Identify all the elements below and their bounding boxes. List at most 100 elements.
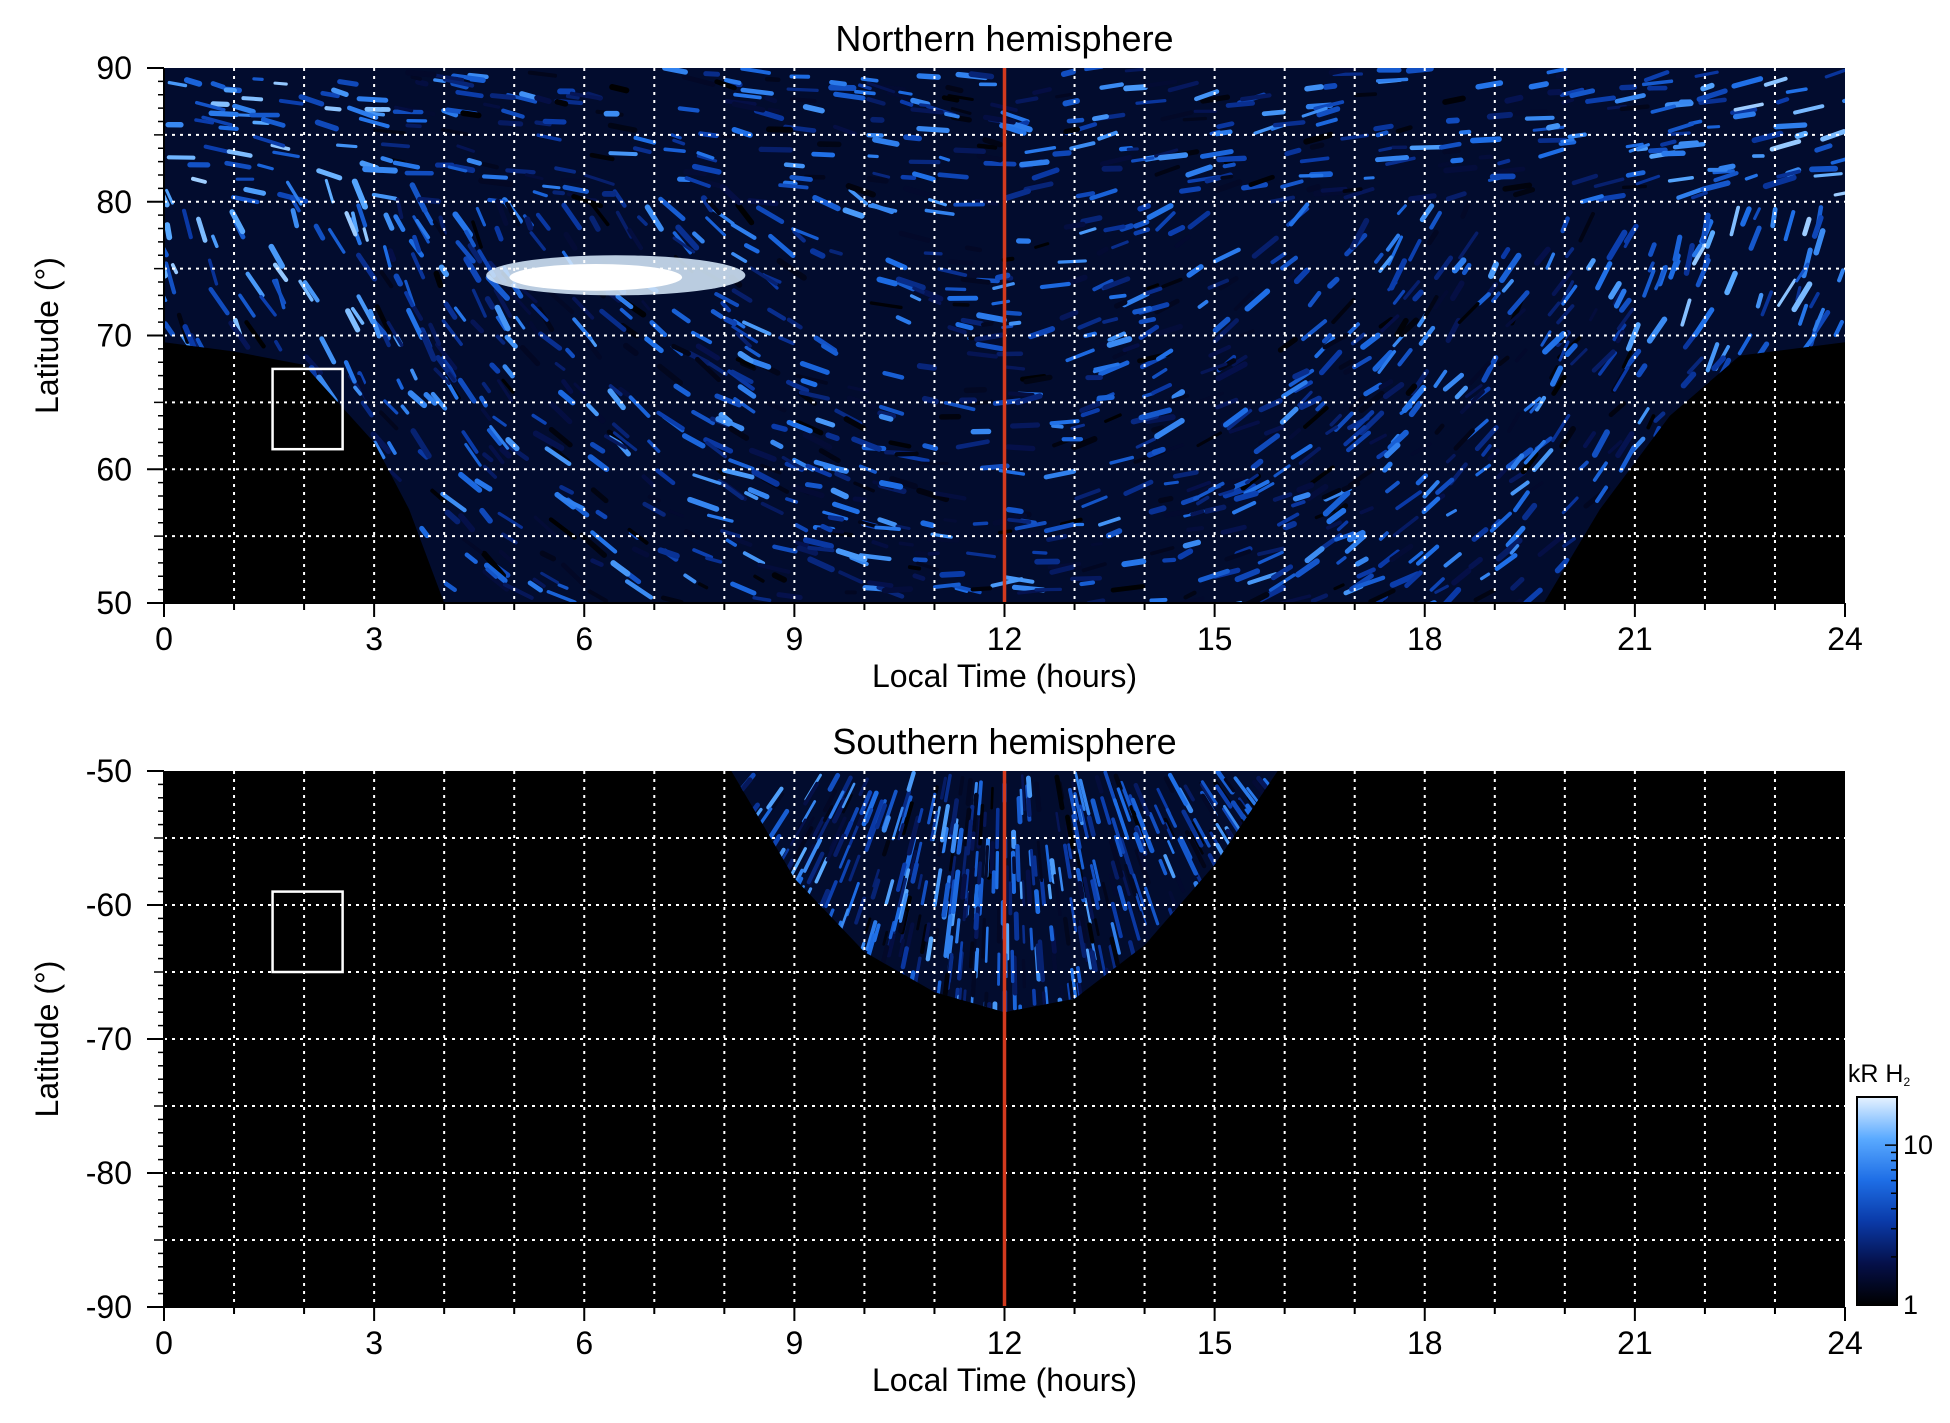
emission-streak [789, 97, 817, 104]
emission-streak [1168, 393, 1190, 404]
emission-streak [918, 103, 931, 108]
emission-streak [948, 879, 957, 917]
emission-streak [731, 101, 766, 113]
emission-streak [245, 271, 265, 298]
emission-streak [1481, 444, 1492, 457]
emission-streak [1098, 516, 1121, 527]
emission-streak [735, 357, 756, 369]
emission-streak [1336, 520, 1349, 532]
emission-streak [1250, 458, 1264, 470]
emission-streak [781, 455, 804, 471]
emission-streak [1501, 279, 1514, 293]
emission-streak [1309, 142, 1325, 150]
emission-streak [925, 936, 934, 962]
emission-streak [961, 841, 969, 878]
emission-streak [995, 807, 1000, 850]
emission-streak [1135, 437, 1157, 449]
emission-streak [827, 515, 845, 522]
emission-streak [1731, 76, 1764, 89]
emission-streak [1067, 843, 1073, 860]
emission-streak [1034, 889, 1041, 915]
emission-streak [1612, 323, 1627, 342]
emission-streak [1294, 558, 1320, 578]
emission-streak [1408, 193, 1437, 202]
emission-streak [705, 556, 723, 564]
emission-streak [1217, 487, 1235, 496]
emission-streak [392, 160, 421, 170]
emission-streak [1464, 384, 1483, 399]
x-tick-label: 3 [365, 1325, 383, 1361]
emission-streak [464, 443, 482, 467]
emission-streak [1111, 240, 1129, 250]
emission-streak [909, 294, 922, 302]
emission-streak [907, 565, 922, 571]
emission-streak [1233, 490, 1259, 502]
emission-streak [1378, 317, 1394, 329]
emission-streak [1534, 395, 1547, 412]
emission-streak [1144, 286, 1163, 296]
emission-streak [1111, 817, 1126, 854]
emission-streak [552, 190, 566, 196]
emission-streak [1592, 461, 1608, 482]
emission-streak [903, 185, 937, 200]
emission-streak [1157, 152, 1189, 161]
emission-streak [927, 792, 937, 825]
emission-streak [1595, 485, 1609, 504]
emission-streak [1036, 840, 1044, 883]
emission-streak [1385, 156, 1416, 166]
emission-streak [776, 258, 807, 281]
emission-streak [1468, 556, 1483, 570]
emission-streak [554, 99, 569, 107]
emission-streak [1322, 83, 1338, 90]
emission-streak [1121, 558, 1147, 568]
emission-streak [1272, 120, 1306, 128]
emission-streak [1102, 276, 1131, 290]
emission-streak [982, 114, 1016, 125]
emission-streak [1395, 490, 1423, 511]
emission-streak [303, 354, 324, 376]
emission-streak [1174, 234, 1191, 249]
emission-streak [947, 94, 974, 101]
emission-streak [1008, 320, 1022, 326]
emission-streak [717, 479, 745, 501]
emission-streak [662, 68, 688, 75]
emission-streak [696, 151, 715, 160]
emission-streak [955, 322, 974, 331]
emission-streak [532, 577, 546, 588]
emission-streak [563, 231, 578, 251]
northern-panel: Northern hemisphere 0 3 6 9 12 15 18 21 24 50 60 70 8… [29, 18, 1863, 694]
emission-streak [1724, 270, 1738, 296]
emission-streak [1183, 784, 1195, 802]
emission-streak [1068, 980, 1075, 1003]
emission-streak [1372, 349, 1394, 372]
emission-streak [1150, 546, 1175, 556]
emission-streak [1214, 179, 1243, 194]
x-tick-label: 9 [785, 1325, 803, 1361]
emission-streak [1281, 380, 1308, 399]
emission-streak [916, 914, 922, 931]
emission-streak [1093, 362, 1120, 371]
emission-streak [257, 163, 274, 171]
emission-streak [1621, 350, 1633, 369]
emission-streak [937, 172, 969, 180]
emission-streak [442, 77, 475, 88]
emission-streak [1375, 77, 1409, 83]
emission-streak [167, 80, 188, 88]
emission-streak [470, 319, 485, 334]
emission-streak [1028, 326, 1056, 340]
emission-streak [415, 79, 429, 87]
emission-streak [1419, 203, 1435, 223]
emission-streak [410, 75, 423, 81]
emission-streak [708, 361, 728, 377]
emission-streak [895, 862, 907, 892]
emission-streak [561, 379, 574, 394]
emission-streak [1224, 549, 1252, 562]
emission-streak [821, 343, 839, 356]
emission-streak [405, 123, 422, 129]
emission-streak [1394, 317, 1409, 338]
emission-streak [637, 215, 648, 226]
emission-streak [1135, 893, 1147, 926]
emission-streak [834, 471, 851, 482]
emission-streak [1733, 102, 1764, 112]
emission-streak [1162, 557, 1177, 563]
